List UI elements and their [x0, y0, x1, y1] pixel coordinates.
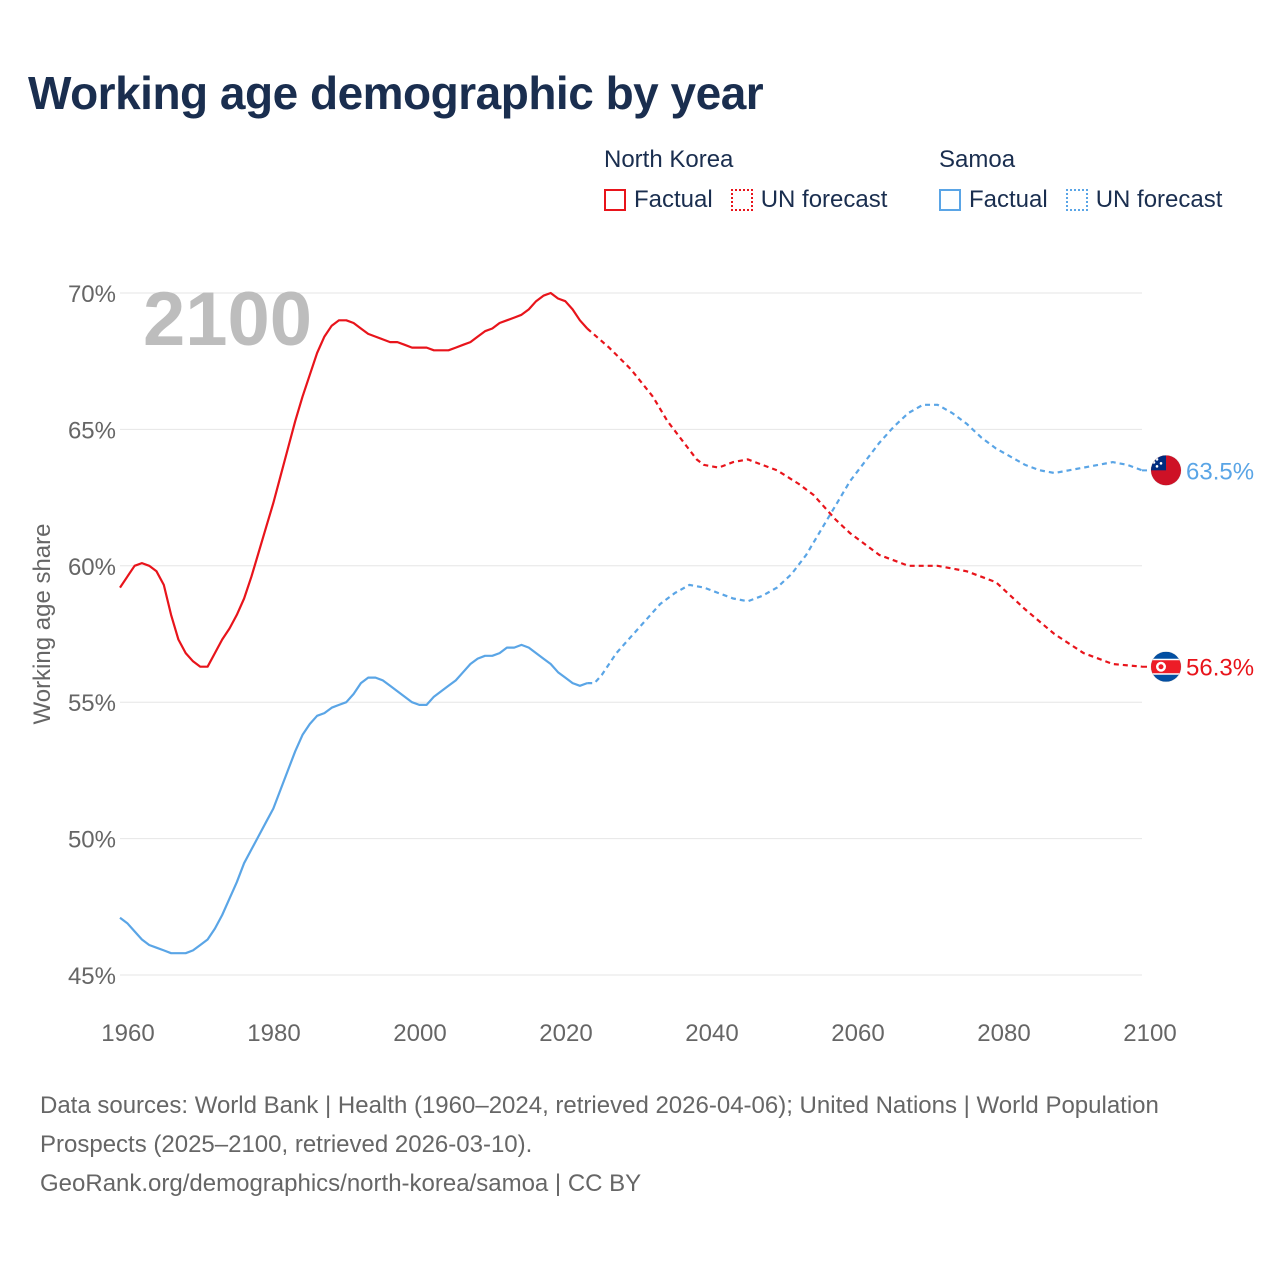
- legend-item-samoa-forecast[interactable]: UN forecast: [1065, 186, 1223, 214]
- legend-group-north-korea: North Korea Factual UN forecast: [604, 146, 905, 214]
- legend-label: UN forecast: [760, 186, 888, 213]
- end-label-samoa: 63.5%: [1186, 458, 1254, 485]
- end-label-north-korea: 56.3%: [1186, 655, 1254, 682]
- legend-item-samoa-factual[interactable]: Factual: [939, 186, 1048, 214]
- legend-label: UN forecast: [1095, 186, 1223, 213]
- footer-sources: Data sources: World Bank | Health (1960–…: [40, 1092, 1159, 1158]
- legend-group-name: North Korea: [604, 146, 734, 173]
- x-tick-label: 2020: [539, 1020, 592, 1047]
- x-tick-label: 2000: [393, 1020, 446, 1047]
- y-tick-label: 55%: [68, 690, 116, 717]
- legend-swatch-solid: [604, 189, 626, 211]
- series-line-samoa-forecast: [587, 403, 1143, 685]
- legend-group-samoa: Samoa Factual UN forecast: [939, 146, 1240, 214]
- flag-border: [1150, 651, 1182, 683]
- series-line-samoa-factual: [119, 643, 588, 955]
- legend-item-north-korea-forecast[interactable]: UN forecast: [730, 186, 888, 214]
- legend-label: Factual: [969, 186, 1048, 213]
- legend-group-name: Samoa: [939, 146, 1016, 173]
- legend-item-north-korea-factual[interactable]: Factual: [604, 186, 713, 214]
- series-line-north-korea-factual: [119, 291, 589, 668]
- x-tick-label: 1960: [101, 1020, 154, 1047]
- y-tick-label: 50%: [68, 827, 116, 854]
- legend-swatch-dotted: [1065, 189, 1088, 211]
- legend-swatch-dotted: [730, 189, 753, 211]
- x-tick-label: 2040: [685, 1020, 738, 1047]
- samoa-flag-icon: [1151, 455, 1181, 486]
- y-tick-label: 65%: [68, 417, 116, 444]
- legend-swatch-solid: [939, 189, 961, 211]
- y-axis-label: Working age share: [29, 524, 56, 725]
- footer-credit: GeoRank.org/demographics/north-korea/sam…: [40, 1170, 642, 1197]
- series-line-north-korea-forecast: [586, 327, 1143, 668]
- x-tick-label: 2060: [831, 1020, 884, 1047]
- year-overlay: 2100: [143, 277, 312, 362]
- x-tick-label: 2080: [977, 1020, 1030, 1047]
- x-tick-label: 2100: [1123, 1020, 1176, 1047]
- x-tick-label: 1980: [247, 1020, 300, 1047]
- chart-title: Working age demographic by year: [28, 67, 764, 119]
- north-korea-flag-icon: [1151, 651, 1181, 682]
- legend-label: Factual: [634, 186, 713, 213]
- line-chart: 45% 50% 55% 60% 65% 70% 1960 1980 2000 2020 2040 20…: [29, 277, 1254, 1047]
- y-tick-label: 70%: [68, 281, 116, 308]
- y-tick-label: 45%: [68, 963, 116, 990]
- flag-border: [1150, 454, 1182, 486]
- footer: Data sources: World Bank | Health (1960–…: [40, 1086, 1240, 1203]
- y-tick-label: 60%: [68, 554, 116, 581]
